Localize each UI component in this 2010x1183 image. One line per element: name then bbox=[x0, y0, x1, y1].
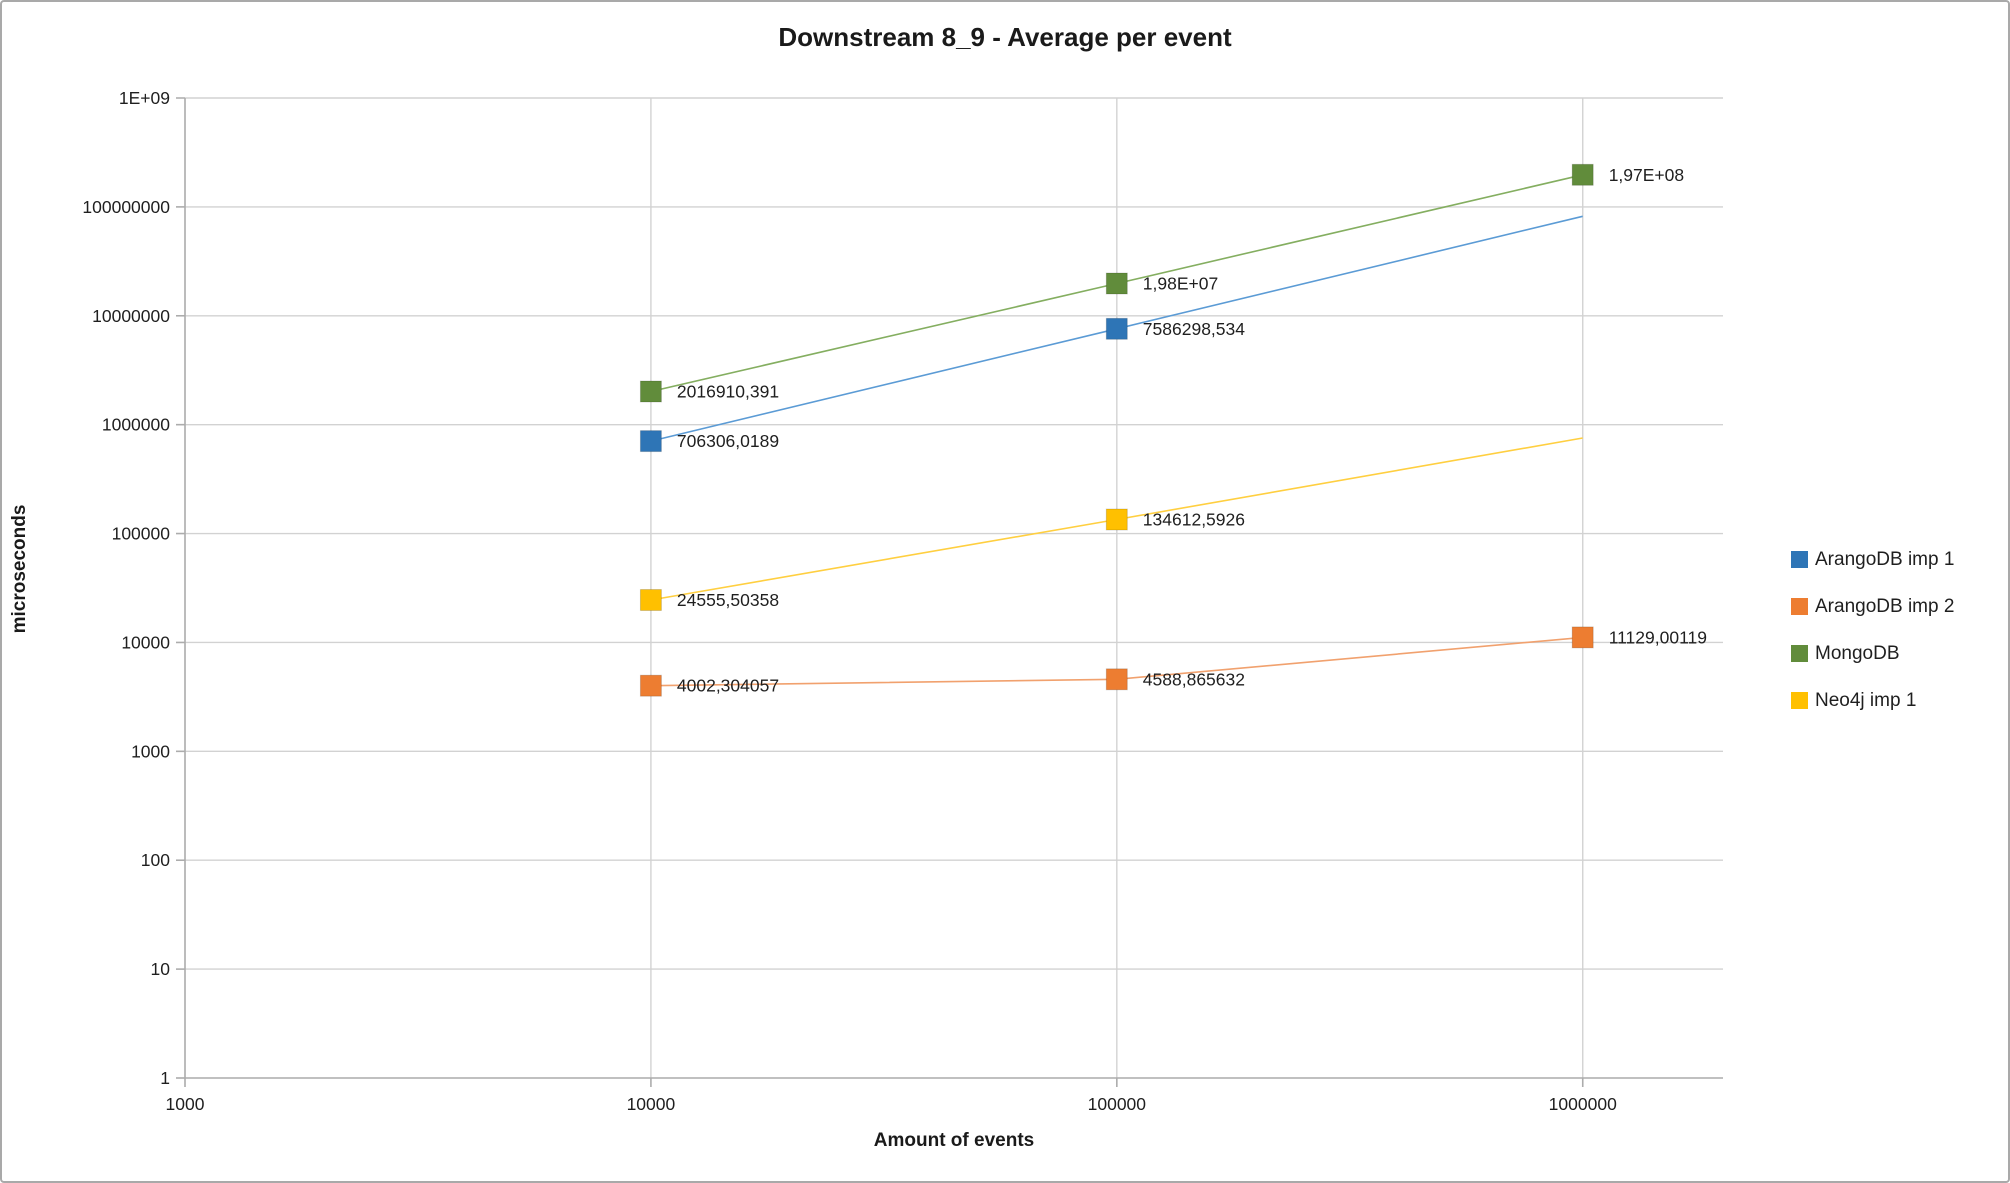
legend-swatch-icon bbox=[1791, 645, 1808, 662]
data-label: 1,98E+07 bbox=[1143, 274, 1218, 294]
chart-title: Downstream 8_9 - Average per event bbox=[778, 22, 1232, 52]
legend-item-mongodb: MongoDB bbox=[1791, 630, 1954, 677]
x-tick-label: 1000 bbox=[166, 1094, 205, 1114]
marker-arangodb-imp-1 bbox=[639, 430, 662, 453]
y-tick-label: 1E+09 bbox=[119, 88, 170, 108]
data-label: 24555,50358 bbox=[677, 590, 779, 610]
legend-swatch-icon bbox=[1791, 551, 1808, 568]
data-label: 4588,865632 bbox=[1143, 669, 1245, 689]
data-label: 1,97E+08 bbox=[1609, 165, 1684, 185]
y-tick-label: 100 bbox=[141, 850, 170, 870]
x-tick-label: 10000 bbox=[627, 1094, 676, 1114]
legend-label: ArangoDB imp 1 bbox=[1815, 548, 1955, 570]
legend-swatch-icon bbox=[1791, 598, 1808, 615]
legend-label: Neo4j imp 1 bbox=[1815, 689, 1917, 711]
legend: ArangoDB imp 1 ArangoDB imp 2 MongoDB Neo4j… bbox=[1791, 536, 1954, 724]
y-tick-label: 10 bbox=[151, 959, 171, 979]
y-tick-label: 1000000 bbox=[102, 415, 170, 435]
marker-arangodb-imp-2 bbox=[1105, 668, 1128, 691]
legend-item-arangodb-imp-1: ArangoDB imp 1 bbox=[1791, 536, 1954, 583]
data-label: 7586298,534 bbox=[1143, 319, 1245, 339]
marker-neo4j-imp-1 bbox=[639, 589, 662, 611]
legend-label: MongoDB bbox=[1815, 642, 1900, 664]
legend-item-neo4j-imp-1: Neo4j imp 1 bbox=[1791, 677, 1954, 724]
data-label: 11129,00119 bbox=[1609, 627, 1707, 647]
x-tick-label: 100000 bbox=[1088, 1094, 1147, 1114]
marker-arangodb-imp-2 bbox=[639, 674, 662, 697]
x-axis-title: Amount of events bbox=[873, 1130, 1035, 1151]
y-tick-label: 100000 bbox=[112, 524, 171, 544]
y-tick-label: 100000000 bbox=[82, 197, 170, 217]
marker-arangodb-imp-1 bbox=[1105, 317, 1128, 340]
marker-mongodb bbox=[1105, 272, 1128, 295]
data-label: 706306,0189 bbox=[677, 431, 779, 451]
y-tick-label: 1000 bbox=[131, 741, 170, 761]
marker-neo4j-imp-1 bbox=[1105, 508, 1128, 531]
y-tick-label: 10000 bbox=[121, 632, 170, 652]
legend-swatch-icon bbox=[1791, 692, 1808, 709]
marker-mongodb bbox=[639, 380, 662, 403]
y-tick-label: 1 bbox=[160, 1068, 170, 1088]
x-tick-label: 1000000 bbox=[1549, 1094, 1617, 1114]
marker-arangodb-imp-2 bbox=[1571, 626, 1594, 649]
legend-label: ArangoDB imp 2 bbox=[1815, 595, 1955, 617]
legend-item-arangodb-imp-2: ArangoDB imp 2 bbox=[1791, 583, 1954, 630]
data-label: 2016910,391 bbox=[677, 382, 779, 402]
data-label: 134612,5926 bbox=[1143, 510, 1245, 530]
marker-mongodb bbox=[1571, 163, 1594, 186]
y-tick-label: 10000000 bbox=[92, 306, 170, 326]
data-label: 4002,304057 bbox=[677, 676, 779, 696]
